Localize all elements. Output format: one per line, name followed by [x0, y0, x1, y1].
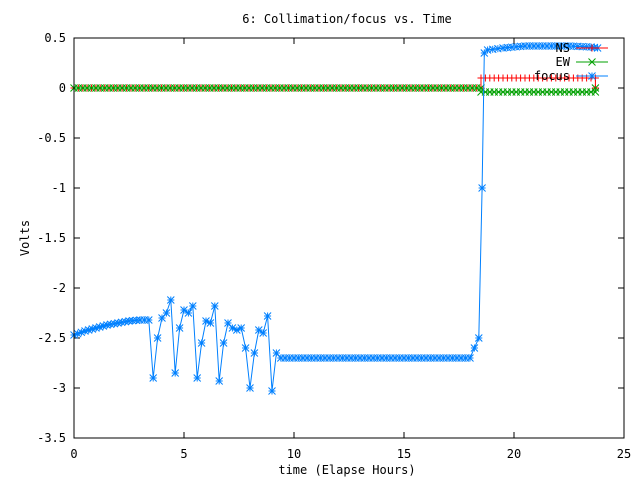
data-point: [588, 44, 596, 52]
legend-item: NS: [556, 41, 608, 55]
x-tick-label: 10: [287, 447, 301, 461]
x-axis-label: time (Elapse Hours): [278, 463, 415, 477]
legend-item: focus: [534, 69, 608, 83]
y-tick-label: -3: [52, 381, 66, 395]
data-point: [588, 72, 596, 80]
chart-title: 6: Collimation/focus vs. Time: [242, 12, 452, 26]
data-point: [206, 319, 215, 327]
data-point: [215, 377, 224, 385]
data-point: [268, 387, 276, 395]
x-tick-label: 5: [180, 447, 187, 461]
y-tick-label: -1.5: [37, 231, 66, 245]
legend-label: EW: [556, 55, 571, 69]
y-axis-label: Volts: [18, 220, 32, 256]
data-point: [180, 306, 188, 314]
series-focus: [70, 42, 602, 395]
series-line: [73, 45, 598, 392]
data-point: [474, 334, 483, 342]
y-tick-label: -3.5: [37, 431, 66, 445]
plot-frame: [73, 37, 625, 439]
legend-label: focus: [534, 69, 570, 83]
y-tick-label: 0: [59, 81, 66, 95]
y-tick-label: -0.5: [37, 131, 66, 145]
y-tick-label: -2: [52, 281, 66, 295]
data-point: [254, 326, 263, 334]
data-point: [246, 384, 254, 392]
data-point: [193, 374, 202, 382]
series-ew: [70, 84, 600, 96]
data-point: [219, 339, 228, 347]
data-point: [250, 349, 259, 357]
y-tick-label: 0.5: [44, 31, 66, 45]
data-point: [588, 58, 596, 66]
y-tick-label: -2.5: [37, 331, 66, 345]
data-point: [197, 339, 206, 347]
data-point: [171, 369, 180, 377]
data-point: [494, 44, 502, 53]
data-point: [144, 316, 153, 324]
data-point: [210, 302, 219, 310]
data-point: [582, 42, 591, 51]
data-point: [188, 302, 197, 310]
data-point: [166, 296, 175, 304]
legend-label: NS: [556, 41, 570, 55]
data-point: [184, 309, 193, 317]
data-point: [149, 374, 158, 382]
series-layer: [70, 42, 602, 395]
data-point: [466, 354, 474, 362]
data-point: [263, 312, 272, 320]
data-point: [241, 344, 250, 352]
data-point: [591, 84, 600, 92]
axes: 0 5 10 15 20 25 0.5 0 -0.5 -1 -1.5 -2 -2.5 -3 -3.5: [37, 31, 631, 461]
legend-item: EW: [556, 55, 608, 69]
data-point: [153, 334, 162, 342]
x-tick-label: 25: [617, 447, 631, 461]
y-tick-label: -1: [52, 181, 66, 195]
x-tick-label: 15: [397, 447, 411, 461]
x-tick-label: 0: [70, 447, 77, 461]
data-point: [237, 324, 246, 332]
data-point: [175, 324, 184, 332]
data-point: [470, 344, 479, 352]
data-point: [162, 309, 171, 317]
data-point: [259, 329, 268, 337]
data-point: [478, 184, 486, 192]
x-tick-label: 20: [507, 447, 521, 461]
